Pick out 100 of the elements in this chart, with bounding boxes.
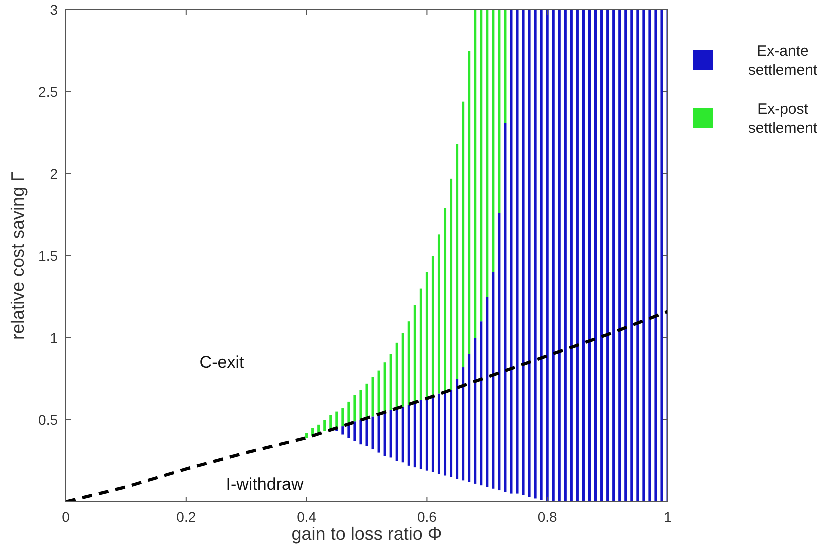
- bar: [462, 102, 465, 368]
- bar: [648, 10, 652, 502]
- bar: [594, 10, 598, 502]
- bar: [408, 322, 410, 406]
- bar: [450, 178, 453, 390]
- bar: [432, 256, 434, 398]
- bar: [570, 10, 573, 502]
- bar: [414, 402, 416, 468]
- bar: [456, 379, 459, 480]
- bar: [396, 342, 398, 409]
- bar: [522, 10, 525, 496]
- bar: [384, 412, 386, 456]
- bar: [504, 123, 507, 492]
- x-axis-title: gain to loss ratio Φ: [292, 524, 442, 544]
- bar: [486, 10, 489, 297]
- bar: [396, 408, 398, 461]
- bar: [402, 406, 404, 463]
- bar: [468, 354, 471, 482]
- y-tick-label: 1: [50, 330, 58, 346]
- bar: [486, 297, 489, 488]
- line-series: [66, 310, 668, 502]
- bar: [546, 10, 549, 502]
- bar: [558, 10, 561, 502]
- y-tick-label: 0.5: [38, 412, 58, 428]
- bar: [552, 10, 555, 502]
- x-tick-label: 0.4: [297, 509, 317, 525]
- bar: [438, 234, 441, 394]
- bar: [402, 333, 404, 407]
- y-axis-title: relative cost saving Γ: [8, 172, 28, 340]
- y-tick-label: 2.5: [38, 84, 58, 100]
- bar: [456, 144, 459, 379]
- bar: [354, 422, 356, 442]
- bar: [492, 10, 495, 272]
- bar: [378, 415, 380, 453]
- bar: [366, 418, 368, 446]
- text: Ex-post settlement: [748, 101, 818, 137]
- bar: [612, 10, 616, 502]
- bar: [438, 394, 441, 474]
- bar: [474, 10, 477, 338]
- bar: [342, 426, 344, 435]
- bar: [408, 405, 410, 466]
- bar: [474, 338, 477, 484]
- bar: [324, 420, 326, 432]
- x-tick-label: 0.6: [417, 509, 438, 525]
- annotation: C-exit: [200, 352, 244, 372]
- bar: [372, 416, 374, 450]
- bar: [498, 213, 501, 491]
- y-tick-label: 2: [50, 166, 58, 182]
- bar: [306, 433, 308, 438]
- bar: [534, 10, 537, 499]
- bar: [378, 370, 380, 416]
- y-tick-label: 3: [50, 2, 58, 18]
- bar: [618, 10, 622, 502]
- bar: [354, 395, 356, 422]
- bar: [480, 10, 483, 322]
- bar: [348, 424, 350, 438]
- bar: [606, 10, 610, 502]
- x-tick-label: 0.8: [538, 509, 558, 525]
- bar: [360, 390, 362, 420]
- bar: [444, 208, 447, 392]
- text: Ex-ante settlement: [748, 43, 818, 79]
- bar: [372, 377, 374, 417]
- annotation: I-withdraw: [226, 474, 304, 494]
- bar: [480, 322, 483, 486]
- bar: [420, 288, 422, 400]
- bar: [636, 10, 640, 502]
- bar: [390, 354, 392, 410]
- bar: [498, 10, 501, 214]
- bar: [582, 10, 585, 502]
- bar: [384, 362, 386, 412]
- bar: [492, 272, 495, 489]
- bar: [660, 10, 664, 502]
- bar: [588, 10, 592, 502]
- bar: [432, 397, 434, 472]
- bar: [624, 10, 628, 502]
- bar: [414, 305, 416, 402]
- bar: [342, 408, 344, 427]
- x-tick-label: 0: [62, 509, 70, 525]
- bar: [642, 10, 646, 502]
- bar: [390, 410, 392, 458]
- bar: [426, 272, 428, 399]
- x-tick-label: 1: [664, 509, 672, 525]
- bar: [516, 10, 519, 494]
- bar: [600, 10, 604, 502]
- bar: [576, 10, 579, 502]
- bar: [468, 51, 471, 354]
- bar: [654, 10, 658, 502]
- bar: [420, 400, 422, 470]
- bar: [462, 368, 465, 481]
- bar: [426, 398, 428, 471]
- bar: [360, 420, 362, 445]
- bar: [528, 10, 531, 498]
- bar: [366, 384, 368, 418]
- bar: [510, 10, 513, 494]
- x-tick-label: 0.2: [176, 509, 196, 525]
- bar: [540, 10, 543, 500]
- y-tick-label: 1.5: [38, 248, 58, 264]
- bar: [564, 10, 567, 502]
- bar: [450, 390, 453, 478]
- bar: [504, 10, 507, 124]
